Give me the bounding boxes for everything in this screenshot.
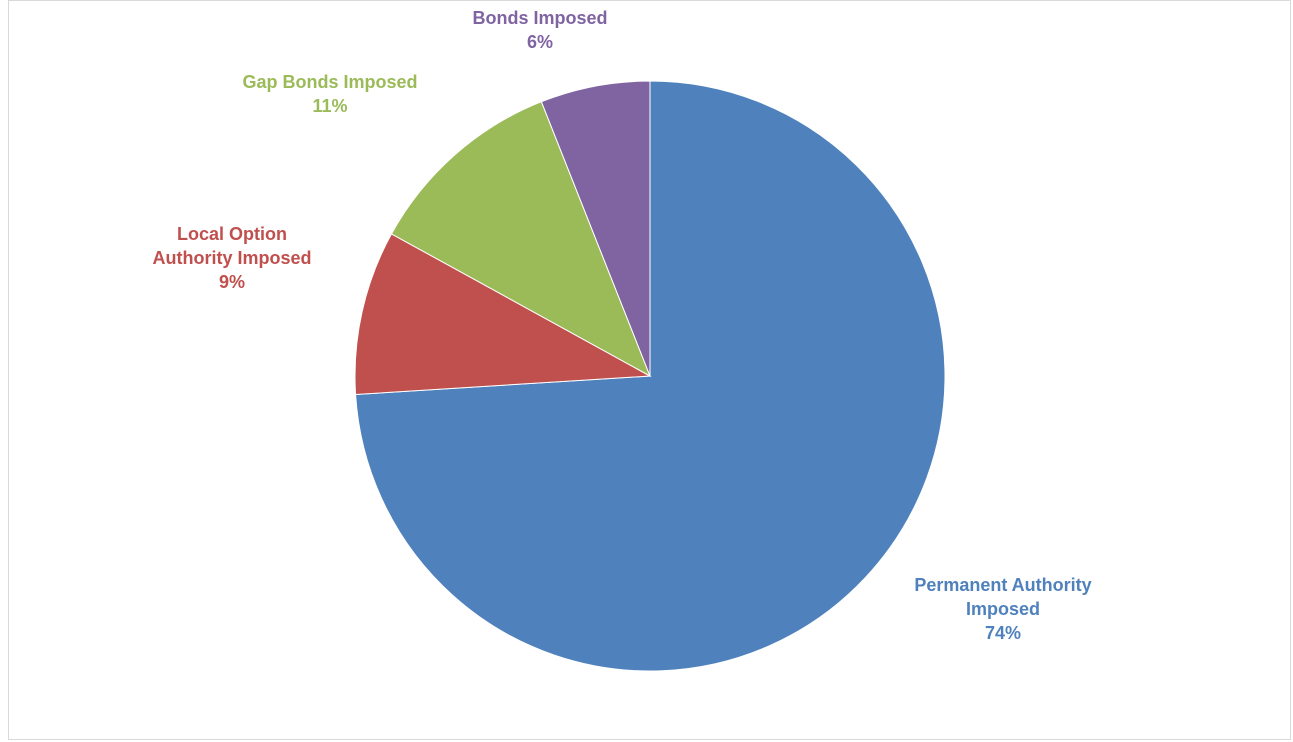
pie-slice-local-option-authority-imposed xyxy=(354,233,652,396)
slice-label-bonds-imposed: Bonds Imposed 6% xyxy=(472,8,607,52)
slice-name-line: Authority Imposed xyxy=(152,248,311,268)
slice-label-permanent-authority-imposed: Permanent Authority Imposed 74% xyxy=(914,575,1091,643)
pie-slices xyxy=(354,80,946,672)
slice-labels: Permanent Authority Imposed 74% Local Optio… xyxy=(152,8,1091,643)
slice-percent-label: 11% xyxy=(312,96,347,116)
slice-name-line: Permanent Authority xyxy=(914,575,1091,595)
pie-slice-bonds-imposed xyxy=(540,80,651,377)
slice-label-local-option-authority-imposed: Local Option Authority Imposed 9% xyxy=(152,224,311,292)
slice-percent-label: 74% xyxy=(985,623,1021,643)
slice-name-line: Local Option xyxy=(177,224,287,244)
slice-percent-label: 6% xyxy=(527,32,553,52)
slice-name-line: Gap Bonds Imposed xyxy=(242,72,417,92)
slice-name-line: Imposed xyxy=(966,599,1040,619)
pie-slice-gap-bonds-imposed xyxy=(390,101,651,378)
slice-name-line: Bonds Imposed xyxy=(472,8,607,28)
slice-label-gap-bonds-imposed: Gap Bonds Imposed 11% xyxy=(242,72,417,116)
slice-percent-label: 9% xyxy=(219,272,245,292)
